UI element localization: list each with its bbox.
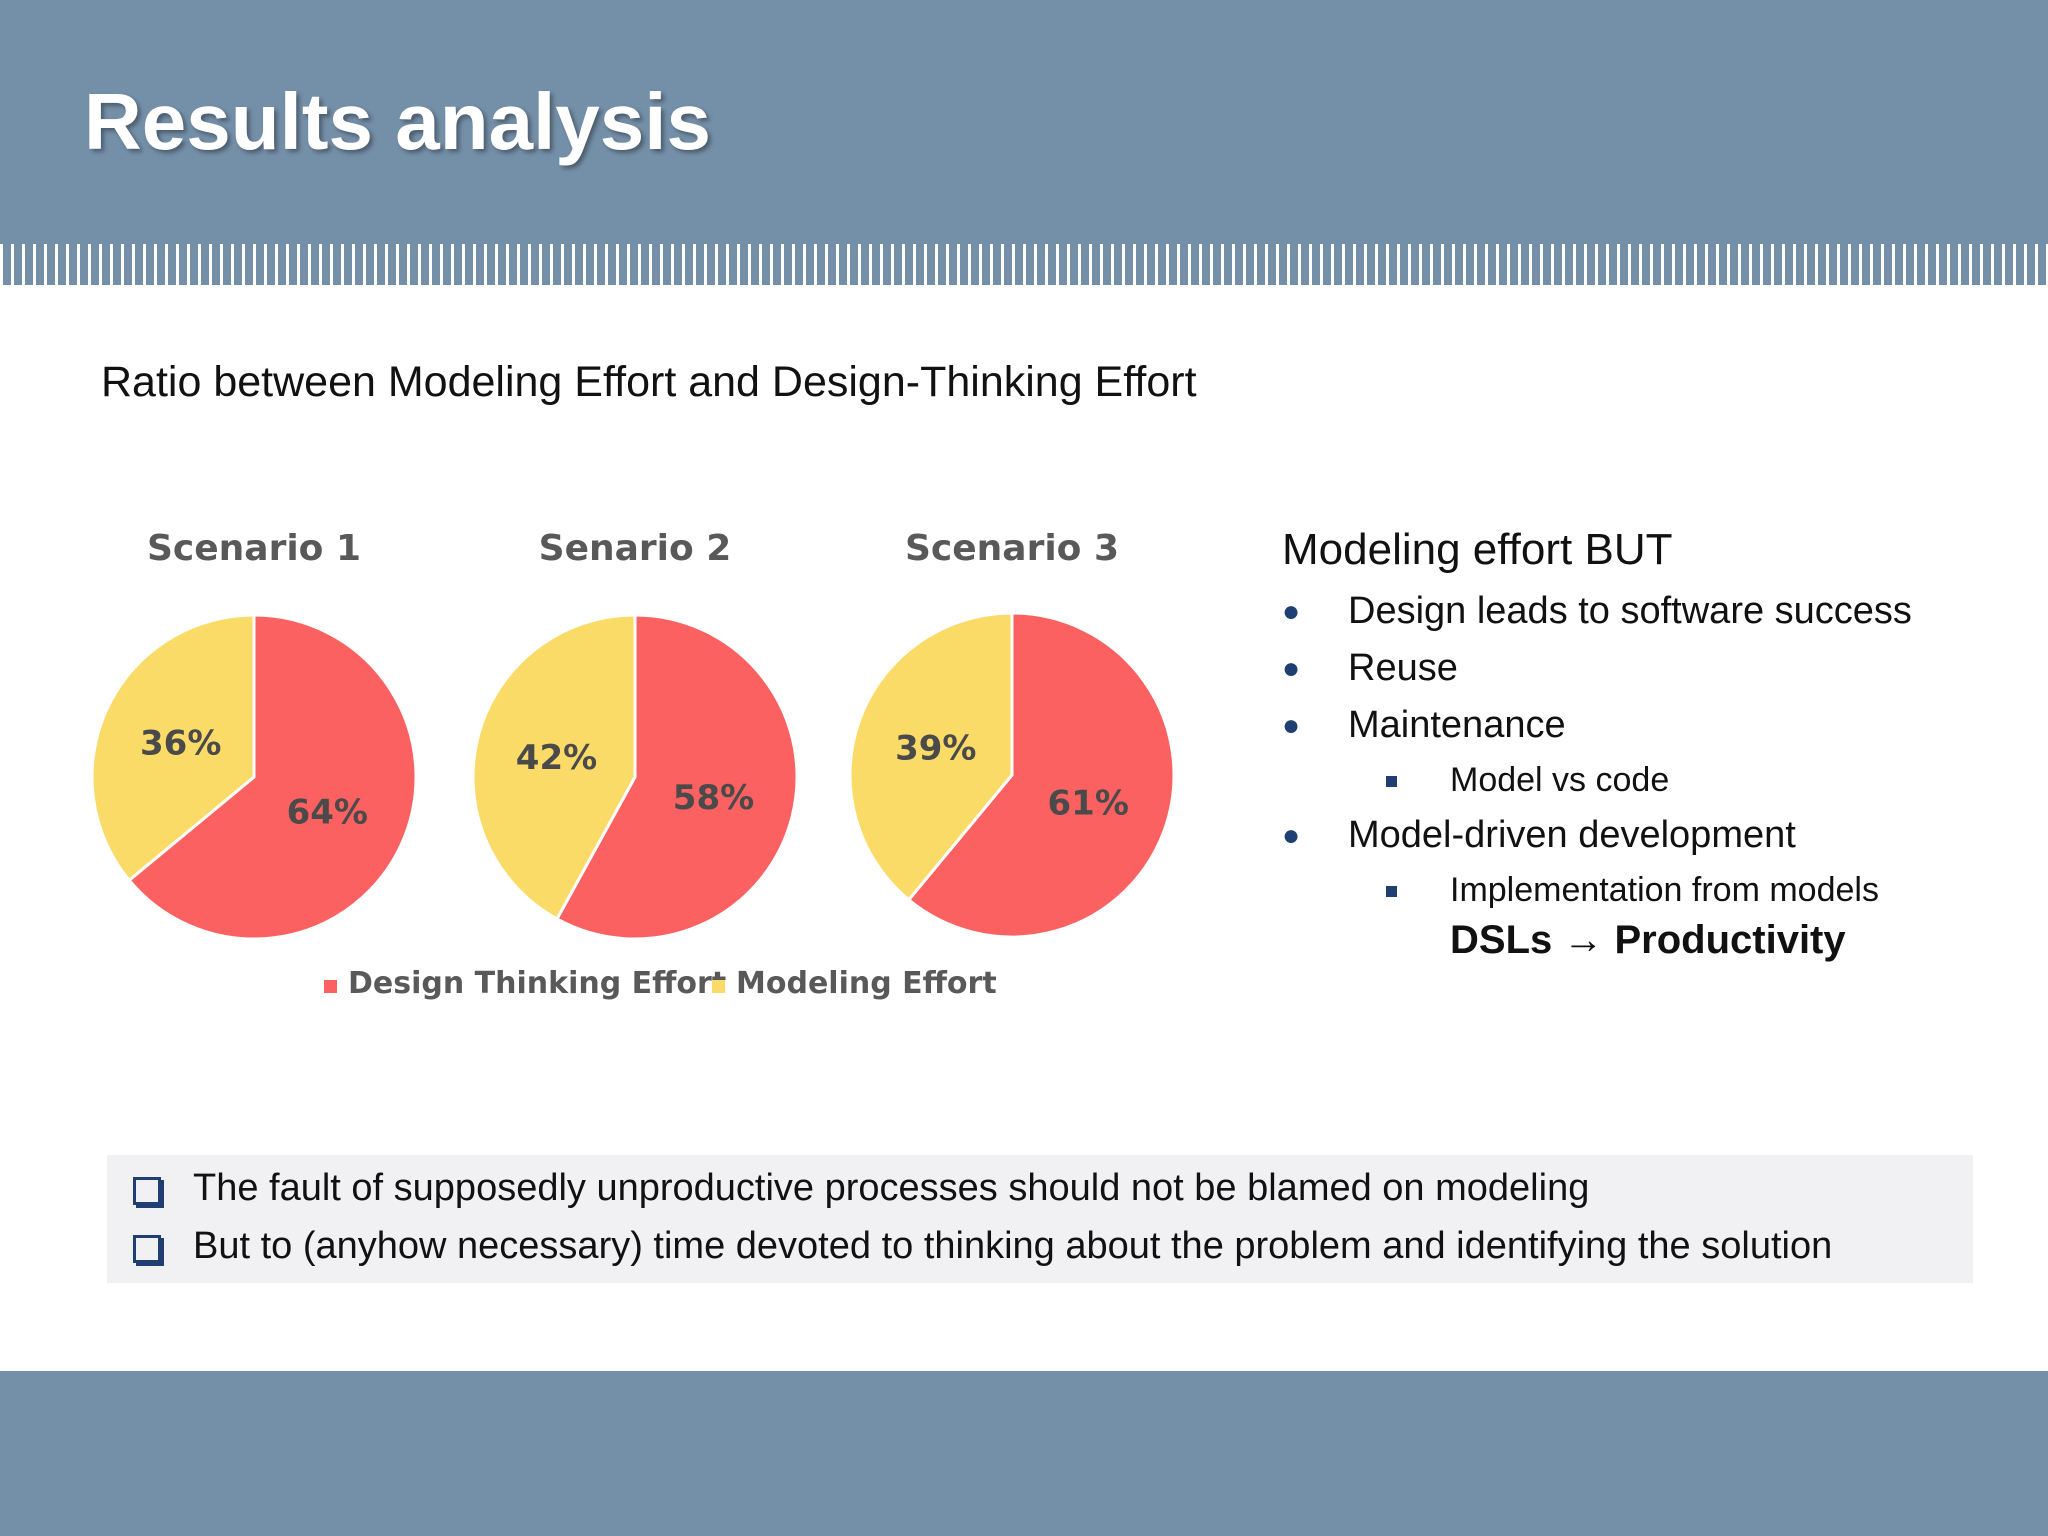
header-bar: Results analysis bbox=[0, 0, 2048, 285]
bullet-dot-icon: ● bbox=[1282, 709, 1301, 742]
pie-slice-label: 61% bbox=[1048, 783, 1129, 823]
pie-slice-label: 42% bbox=[516, 738, 597, 778]
pie-title: Senario 2 bbox=[539, 528, 732, 569]
conclusion-box: The fault of supposedly unproductive pro… bbox=[107, 1155, 1973, 1283]
bullet-item: ● Model-driven development bbox=[1282, 807, 2002, 864]
bullet-text: Maintenance bbox=[1348, 704, 1566, 746]
pie-slice bbox=[848, 611, 1014, 902]
sub-bullet-item: Model vs code bbox=[1282, 754, 2002, 807]
highlight-text: DSLs → Productivity bbox=[1450, 918, 1846, 962]
bullet-item: ● Maintenance bbox=[1282, 697, 2002, 754]
bullet-dot-icon: ● bbox=[1282, 819, 1301, 852]
pie-title: Scenario 3 bbox=[905, 528, 1119, 569]
bullet-item: ● Reuse bbox=[1282, 640, 2002, 697]
pie-slice bbox=[127, 613, 418, 941]
bullet-text: Model-driven development bbox=[1348, 814, 1796, 856]
checkbox-bullet-icon bbox=[133, 1235, 161, 1263]
pie-charts: Scenario 1 64% 36% Senario 2 58% 42% Scenario … bbox=[90, 528, 1176, 1001]
right-bullet-panel: Modeling effort BUT ● Design leads to sof… bbox=[1282, 525, 2002, 963]
bullet-text: Reuse bbox=[1348, 647, 1458, 689]
pie-chart-2: Senario 2 58% 42% bbox=[471, 528, 799, 941]
pie-slice-label: 58% bbox=[673, 778, 754, 818]
square-bullet-icon bbox=[1386, 886, 1397, 897]
pie-chart-3: Scenario 3 61% 39% bbox=[848, 528, 1176, 939]
decorative-tick-strip bbox=[0, 244, 2048, 285]
conclusion-text: The fault of supposedly unproductive pro… bbox=[193, 1167, 1590, 1209]
panel-heading: Modeling effort BUT bbox=[1282, 525, 1673, 574]
pie-slice-label: 39% bbox=[895, 729, 976, 769]
sub-bullet-text: Implementation from models bbox=[1450, 871, 1879, 909]
legend-swatch bbox=[712, 980, 725, 993]
footer-bar bbox=[0, 1371, 2048, 1536]
bullet-dot-icon: ● bbox=[1282, 595, 1301, 628]
pie-slice-label: 64% bbox=[287, 793, 368, 833]
slide-title: Results analysis bbox=[84, 77, 711, 166]
pie-slice bbox=[906, 611, 1176, 939]
sub-bullet-item: Implementation from models bbox=[1282, 864, 2002, 917]
legend-swatch bbox=[324, 980, 337, 993]
legend-label: Design Thinking Effort bbox=[348, 966, 726, 1001]
pie-slice bbox=[554, 613, 799, 941]
slide-subtitle: Ratio between Modeling Effort and Design… bbox=[101, 358, 1197, 406]
pie-title: Scenario 1 bbox=[147, 528, 361, 569]
bullet-text: Design leads to software success bbox=[1348, 590, 1912, 632]
conclusion-text: But to (anyhow necessary) time devoted t… bbox=[193, 1225, 1833, 1267]
legend-label: Modeling Effort bbox=[736, 966, 997, 1001]
pie-slice bbox=[471, 613, 637, 921]
pie-slice bbox=[90, 613, 256, 883]
sub-bullet-text: Model vs code bbox=[1450, 761, 1670, 799]
bullet-dot-icon: ● bbox=[1282, 652, 1301, 685]
checkbox-bullet-icon bbox=[133, 1177, 161, 1205]
pie-chart-1: Scenario 1 64% 36% bbox=[90, 528, 418, 941]
square-bullet-icon bbox=[1386, 776, 1397, 787]
chart-legend: Design Thinking Effort Modeling Effort bbox=[324, 966, 997, 1001]
pie-slice-label: 36% bbox=[140, 724, 221, 764]
bullet-item: ● Design leads to software success bbox=[1282, 583, 2002, 640]
